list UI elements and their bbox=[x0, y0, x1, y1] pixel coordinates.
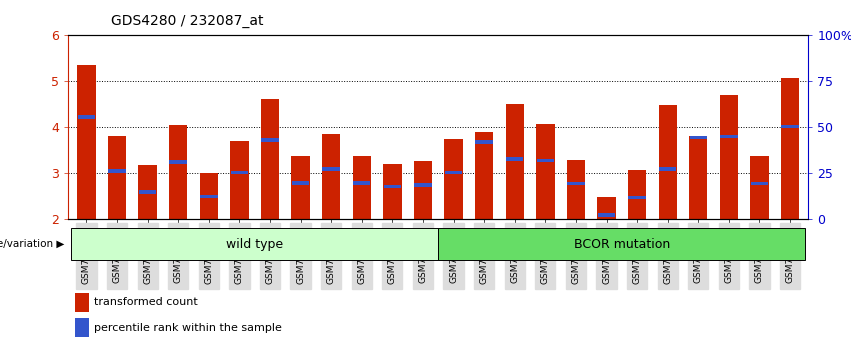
Bar bbox=[597, 198, 616, 219]
Text: wild type: wild type bbox=[226, 238, 283, 251]
Bar bbox=[537, 159, 554, 162]
Bar bbox=[139, 190, 157, 194]
Bar bbox=[169, 160, 187, 164]
Bar bbox=[76, 318, 89, 337]
Text: percentile rank within the sample: percentile rank within the sample bbox=[94, 323, 282, 333]
Bar bbox=[628, 195, 646, 199]
Bar bbox=[292, 181, 309, 184]
Bar bbox=[597, 213, 615, 217]
Bar bbox=[567, 160, 585, 219]
Bar bbox=[77, 115, 95, 119]
Bar bbox=[751, 182, 768, 185]
Bar bbox=[261, 138, 279, 142]
Bar bbox=[781, 78, 799, 219]
Bar bbox=[506, 157, 523, 161]
Bar bbox=[751, 156, 768, 219]
Bar bbox=[659, 167, 677, 171]
Bar bbox=[720, 95, 738, 219]
Bar bbox=[260, 99, 279, 219]
Bar bbox=[169, 125, 187, 219]
Bar bbox=[353, 181, 370, 184]
FancyBboxPatch shape bbox=[71, 228, 438, 260]
Bar bbox=[505, 104, 524, 219]
Bar bbox=[322, 134, 340, 219]
Bar bbox=[414, 183, 431, 187]
Bar bbox=[352, 156, 371, 219]
Bar bbox=[200, 172, 218, 219]
Bar bbox=[108, 169, 126, 173]
Bar bbox=[689, 136, 707, 219]
Text: genotype/variation ▶: genotype/variation ▶ bbox=[0, 239, 65, 249]
Bar bbox=[689, 136, 707, 139]
Bar bbox=[323, 167, 340, 171]
Bar bbox=[77, 65, 95, 219]
Bar bbox=[568, 182, 585, 185]
Bar bbox=[384, 184, 401, 188]
Bar bbox=[108, 136, 126, 219]
Bar bbox=[231, 141, 248, 219]
Bar bbox=[475, 132, 494, 219]
Bar bbox=[659, 105, 677, 219]
Bar bbox=[445, 171, 462, 175]
Bar bbox=[200, 195, 218, 198]
Bar bbox=[414, 161, 432, 219]
FancyBboxPatch shape bbox=[438, 228, 805, 260]
Text: transformed count: transformed count bbox=[94, 297, 197, 307]
Bar bbox=[76, 293, 89, 312]
Bar bbox=[781, 125, 799, 129]
Bar bbox=[231, 171, 248, 175]
Bar bbox=[291, 156, 310, 219]
Bar bbox=[720, 135, 738, 138]
Bar bbox=[383, 164, 402, 219]
Bar bbox=[476, 140, 493, 144]
Bar bbox=[536, 124, 555, 219]
Bar bbox=[139, 165, 157, 219]
Bar bbox=[444, 139, 463, 219]
Text: GDS4280 / 232087_at: GDS4280 / 232087_at bbox=[111, 14, 263, 28]
Bar bbox=[628, 170, 646, 219]
Text: BCOR mutation: BCOR mutation bbox=[574, 238, 670, 251]
